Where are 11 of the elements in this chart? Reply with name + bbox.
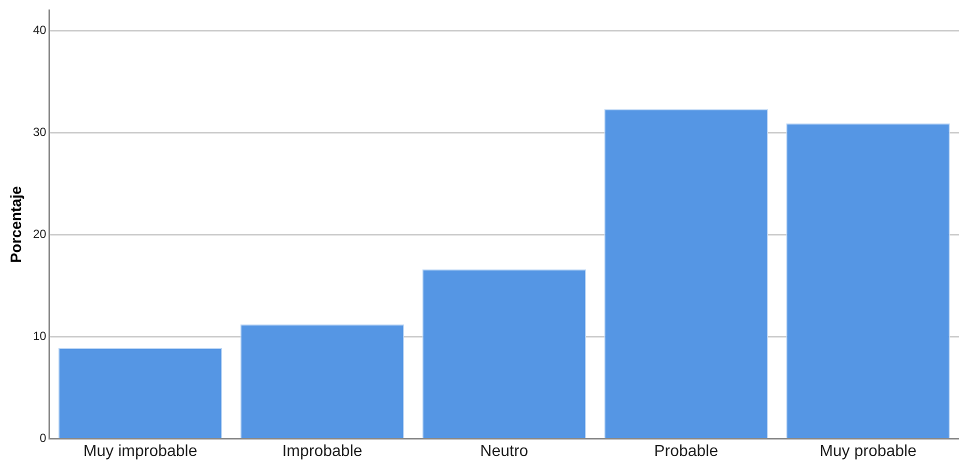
y-axis-title: Porcentaje — [8, 186, 26, 263]
x-tick-label: Muy probable — [820, 442, 917, 460]
x-tick-label: Probable — [654, 442, 718, 460]
y-tick-label: 30 — [32, 124, 47, 139]
y-tick-label: 20 — [32, 227, 47, 242]
y-tick-label: 40 — [32, 22, 47, 37]
y-tick-label: 10 — [32, 329, 47, 344]
x-tick-label: Neutro — [480, 442, 528, 460]
x-tick-label: Improbable — [282, 442, 362, 460]
x-tick-label: Muy improbable — [83, 442, 198, 460]
y-tick-label: 0 — [40, 431, 47, 446]
